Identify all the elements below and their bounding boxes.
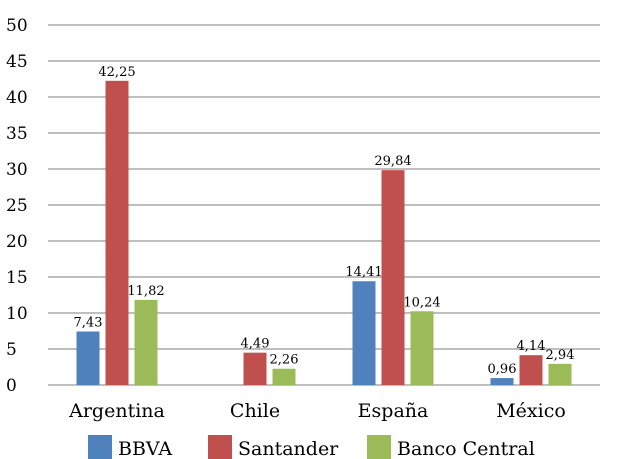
bar xyxy=(490,378,514,385)
y-tick-label: 40 xyxy=(6,88,28,108)
data-label: 29,84 xyxy=(374,154,411,169)
data-label: 10,24 xyxy=(403,295,440,310)
y-axis-ticks: 0 5 10 15 20 25 30 35 40 45 50 xyxy=(6,16,28,396)
legend-swatch xyxy=(367,435,391,459)
legend-swatch xyxy=(208,435,232,459)
data-label: 2,26 xyxy=(270,353,299,368)
x-category-label: España xyxy=(358,400,429,422)
y-tick-label: 35 xyxy=(6,124,28,144)
data-label: 0,96 xyxy=(488,362,517,377)
data-label: 11,82 xyxy=(127,284,164,299)
data-label: 4,49 xyxy=(241,337,270,352)
bars xyxy=(76,80,572,386)
bar xyxy=(410,311,434,385)
data-label: 4,14 xyxy=(517,339,546,354)
legend-label: Banco Central xyxy=(397,438,535,459)
x-category-label: México xyxy=(496,400,566,422)
y-tick-label: 15 xyxy=(6,268,28,288)
legend: BBVA Santander Banco Central xyxy=(88,435,535,459)
bar xyxy=(134,299,158,385)
bar xyxy=(548,363,572,385)
bar xyxy=(381,170,405,385)
y-tick-label: 50 xyxy=(6,16,28,36)
data-label: 42,25 xyxy=(98,65,135,80)
bar xyxy=(105,80,129,386)
y-tick-label: 30 xyxy=(6,160,28,180)
y-tick-label: 25 xyxy=(6,196,28,216)
data-label: 7,43 xyxy=(74,316,103,331)
legend-swatch xyxy=(88,435,112,459)
bar xyxy=(272,368,296,385)
y-tick-label: 5 xyxy=(6,340,17,360)
x-category-label: Argentina xyxy=(68,400,165,422)
data-label: 14,41 xyxy=(345,265,382,280)
y-tick-label: 20 xyxy=(6,232,28,252)
bar xyxy=(243,352,267,385)
y-tick-label: 10 xyxy=(6,304,28,324)
y-tick-label: 45 xyxy=(6,52,28,72)
legend-label: BBVA xyxy=(118,438,172,459)
bar xyxy=(519,355,543,385)
bar xyxy=(352,281,376,385)
x-axis-categories: Argentina Chile España México xyxy=(68,400,566,422)
y-tick-label: 0 xyxy=(6,376,17,396)
x-category-label: Chile xyxy=(230,400,280,422)
legend-label: Santander xyxy=(238,438,339,459)
data-label: 2,94 xyxy=(546,348,575,363)
data-labels: 7,43 42,25 11,82 4,492,26 14,41 29,84 10,24 0,9… xyxy=(74,65,575,377)
bar xyxy=(76,331,100,385)
